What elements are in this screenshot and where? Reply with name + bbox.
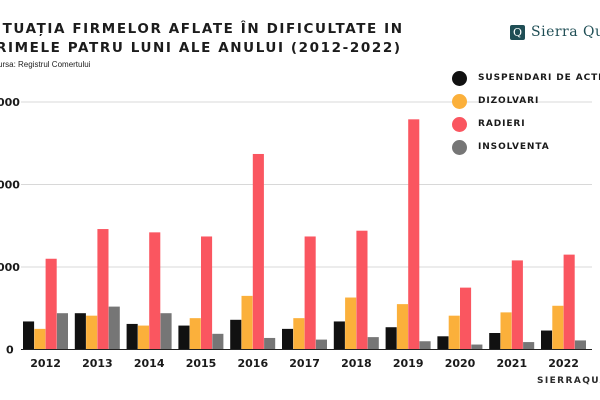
bar-radieri-2012 (45, 258, 57, 350)
bar-dizolvari-2022 (552, 305, 564, 350)
bar-insolventa-2016 (264, 337, 276, 350)
x-tick-label: 2013 (82, 357, 113, 370)
bar-dizolvari-2021 (500, 312, 512, 350)
legend-swatch-radieri (452, 116, 467, 132)
bar-dizolvari-2012 (34, 328, 46, 350)
bar-insolventa-2019 (419, 341, 431, 350)
bar-insolventa-2018 (367, 337, 379, 350)
x-tick-label: 2017 (289, 357, 320, 370)
bar-suspendari-2015 (178, 325, 190, 350)
legend-label-dizolvari: DIZOLVARI (478, 96, 540, 106)
chart-title: ITUAȚIA FIRMELOR AFLATE ÎN DIFICULTATE I… (0, 20, 404, 58)
source-note: ursa: Registrul Comertului (0, 60, 91, 69)
legend-swatch-insolventa (452, 139, 467, 155)
bar-suspendari-2018 (333, 321, 345, 350)
bar-suspendari-2021 (489, 333, 501, 350)
bar-insolventa-2022 (574, 340, 586, 350)
bar-radieri-2019 (408, 119, 420, 350)
bar-dizolvari-2019 (396, 304, 408, 350)
bar-radieri-2020 (460, 287, 472, 350)
bar-suspendari-2019 (385, 327, 397, 350)
bar-dizolvari-2017 (293, 318, 305, 350)
sierra-quadrant-logo-icon: Q (510, 24, 525, 40)
bar-dizolvari-2013 (86, 315, 98, 350)
bar-suspendari-2014 (126, 323, 138, 350)
bar-dizolvari-2016 (241, 295, 253, 350)
bar-radieri-2015 (201, 236, 213, 350)
bar-insolventa-2012 (56, 313, 68, 350)
legend-item-dizolvari: DIZOLVARI (452, 93, 539, 109)
x-tick-label: 2015 (186, 357, 217, 370)
chart-title-line-2: RIMELE PATRU LUNI ALE ANULUI (2012-2022) (0, 40, 402, 56)
bar-dizolvari-2015 (189, 318, 201, 350)
chart-title-line-1: ITUAȚIA FIRMELOR AFLATE ÎN DIFICULTATE I… (0, 21, 404, 37)
y-tick-label-zero: 0 (6, 344, 14, 357)
bar-insolventa-2021 (523, 342, 535, 350)
bar-suspendari-2022 (541, 330, 553, 350)
x-tick-label: 2019 (393, 357, 424, 370)
bar-radieri-2016 (252, 153, 264, 350)
bar-suspendari-2012 (23, 321, 35, 350)
bar-dizolvari-2018 (345, 297, 357, 350)
x-tick-label: 2016 (237, 357, 268, 370)
bar-dizolvari-2014 (137, 325, 149, 350)
legend-swatch-dizolvari (452, 93, 467, 109)
legend-swatch-suspendari (452, 70, 467, 86)
bar-radieri-2021 (511, 260, 523, 350)
x-tick-label: 2014 (134, 357, 165, 370)
x-tick-label: 2020 (445, 357, 476, 370)
bar-radieri-2014 (149, 232, 161, 350)
footer-brand: SIERRAQUADR (537, 376, 600, 386)
y-tick-label: 000 (0, 96, 20, 109)
legend-label-suspendari: SUSPENDARI DE ACTIVITA (478, 73, 600, 83)
y-tick-label: 000 (0, 261, 20, 274)
legend-item-suspendari: SUSPENDARI DE ACTIVITA (452, 70, 600, 86)
legend-item-insolventa: INSOLVENTA (452, 139, 550, 155)
y-tick-label: 000 (0, 179, 20, 192)
x-tick-label: 2018 (341, 357, 372, 370)
legend-label-radieri: RADIERI (478, 119, 526, 129)
bar-insolventa-2020 (471, 344, 483, 350)
bar-radieri-2018 (356, 230, 368, 350)
x-tick-label: 2022 (548, 357, 579, 370)
legend-label-insolventa: INSOLVENTA (478, 142, 550, 152)
bar-radieri-2013 (97, 229, 109, 350)
bar-suspendari-2020 (437, 336, 449, 350)
brand-name: Sierra Quad (531, 24, 600, 40)
bar-insolventa-2014 (160, 313, 172, 350)
bar-insolventa-2013 (108, 306, 120, 350)
bar-suspendari-2017 (282, 328, 294, 350)
legend-item-radieri: RADIERI (452, 116, 525, 132)
x-tick-label: 2021 (496, 357, 527, 370)
brand-logo: Q Sierra Quad (510, 22, 600, 42)
bar-radieri-2022 (563, 254, 575, 350)
bar-dizolvari-2020 (448, 315, 460, 350)
bar-insolventa-2015 (212, 333, 224, 350)
bar-suspendari-2013 (74, 313, 86, 350)
bar-insolventa-2017 (315, 339, 327, 350)
bar-radieri-2017 (304, 236, 316, 350)
x-tick-label: 2012 (30, 357, 61, 370)
bar-suspendari-2016 (230, 319, 242, 350)
